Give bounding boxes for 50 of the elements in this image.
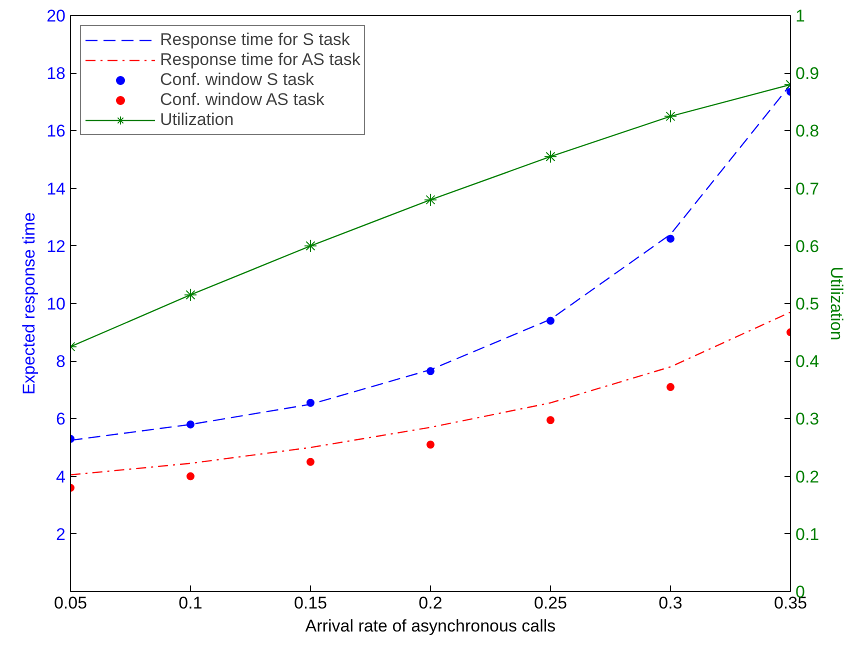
x-tick-label: 0.1 — [178, 594, 202, 612]
legend-label: Conf. window AS task — [160, 90, 324, 110]
point — [666, 383, 674, 392]
point — [426, 440, 434, 449]
point — [546, 316, 554, 325]
point — [426, 367, 434, 376]
y2-tick-label: 0.3 — [796, 410, 820, 429]
y-tick-label: 16 — [46, 122, 66, 141]
y-tick-label: 6 — [56, 410, 66, 429]
point — [306, 458, 314, 466]
y2-tick-label: 0.8 — [796, 122, 820, 141]
point — [544, 150, 557, 164]
x-tick-label: 0.2 — [418, 594, 442, 612]
point — [666, 234, 674, 243]
y2-tick-label: 0.4 — [796, 352, 820, 372]
x-axis-title: Arrival rate of asynchronous calls — [305, 616, 556, 636]
point — [546, 416, 554, 424]
line-series — [70, 312, 790, 476]
y2-tick-label: 0.9 — [796, 64, 820, 84]
y-tick-label: 8 — [56, 352, 66, 372]
point — [184, 288, 197, 302]
y2-tick-label: 0.6 — [796, 236, 820, 256]
point — [424, 193, 437, 206]
point — [186, 472, 194, 480]
y-tick-label: 14 — [46, 179, 66, 198]
y2-tick-label: 0.1 — [796, 524, 820, 544]
y-tick-label: 4 — [56, 467, 66, 486]
y2-axis-title: Utilization — [827, 266, 846, 340]
y-tick-label: 12 — [46, 236, 66, 256]
x-tick-label: 0.3 — [658, 594, 682, 612]
y-tick-label: 2 — [56, 524, 66, 544]
y-tick-label: 18 — [46, 64, 66, 84]
legend-label: Conf. window S task — [160, 70, 314, 90]
point — [306, 398, 314, 407]
y-tick-label: 10 — [46, 294, 66, 314]
point — [186, 420, 194, 428]
y2-tick-label: 0.5 — [796, 294, 820, 314]
x-tick-label: 0.25 — [534, 594, 568, 612]
y2-tick-label: 1 — [796, 6, 805, 26]
point — [664, 110, 677, 123]
legend-label: Utilization — [160, 110, 234, 130]
y2-tick-label: 0.2 — [796, 467, 820, 486]
legend-label: Response time for AS task — [160, 50, 360, 70]
y-axis-title: Expected response time — [20, 212, 39, 395]
y2-tick-label: 0.7 — [796, 179, 820, 198]
point — [304, 239, 317, 252]
x-tick-label: 0.05 — [54, 594, 88, 612]
y-tick-label: 20 — [46, 6, 66, 26]
legend-label: Response time for S task — [160, 30, 350, 50]
x-tick-label: 0.15 — [294, 594, 328, 612]
